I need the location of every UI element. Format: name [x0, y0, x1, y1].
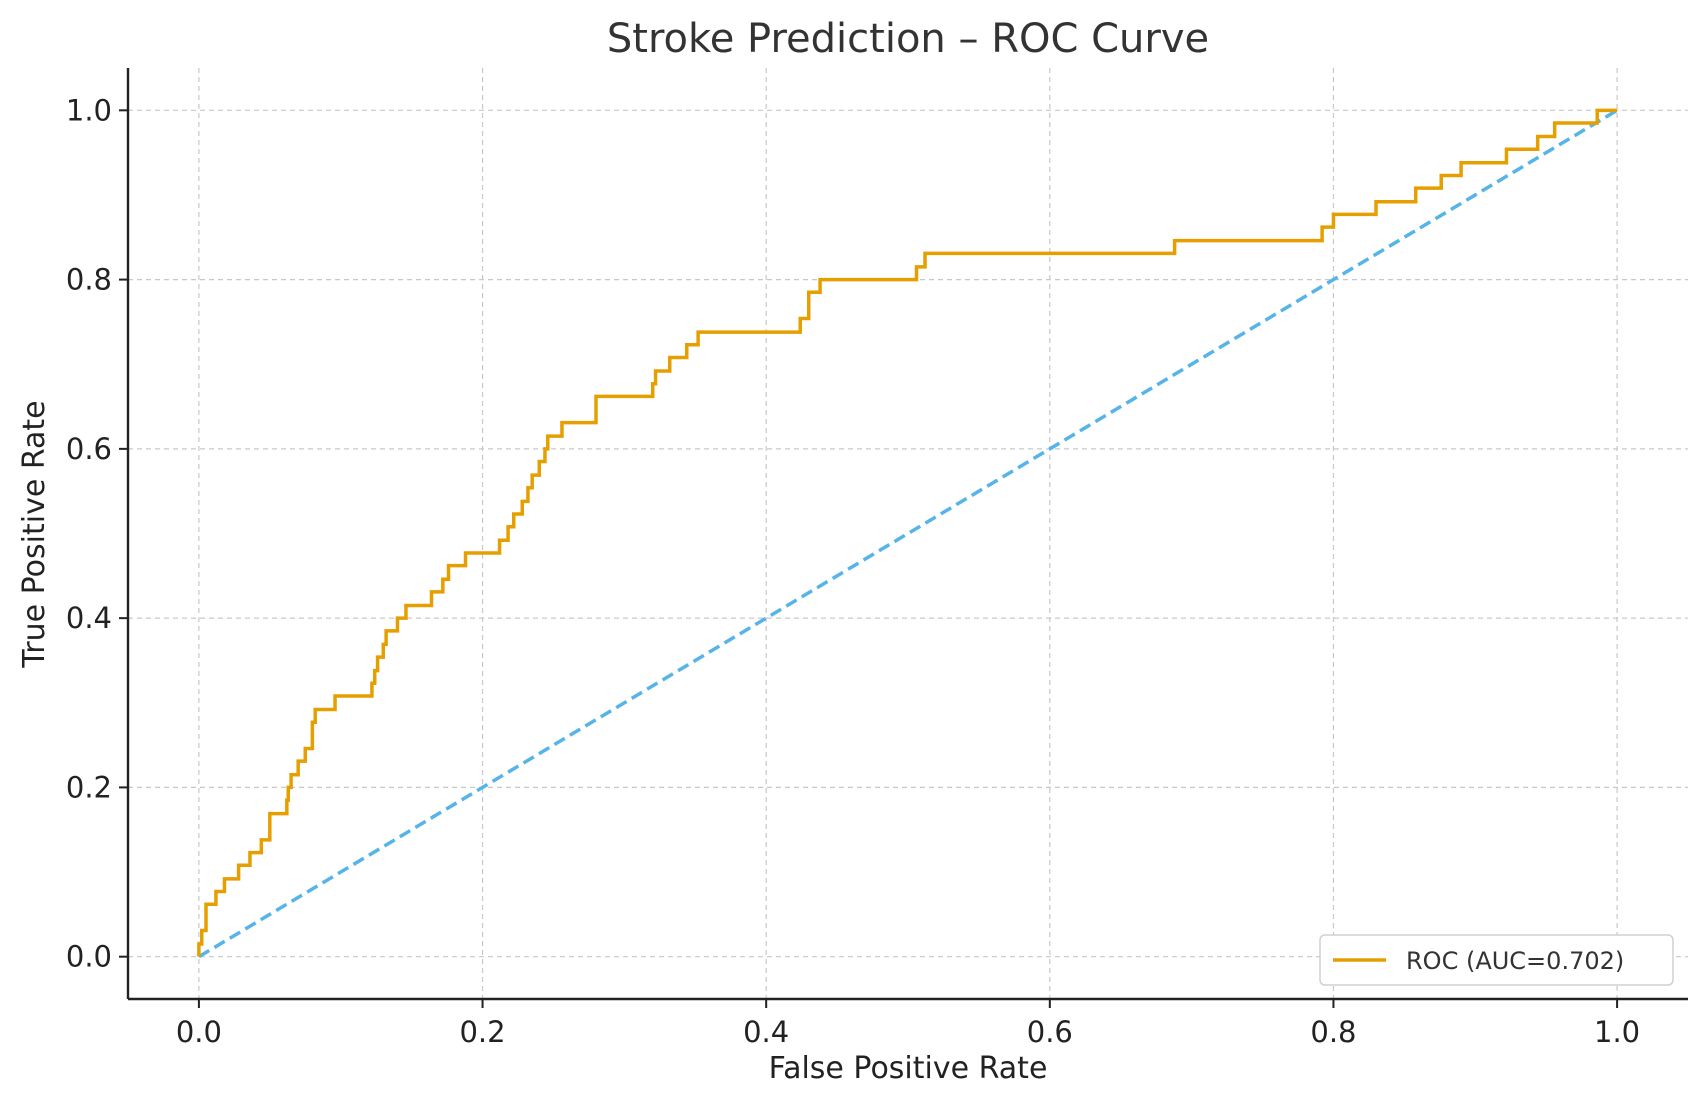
chart-title: Stroke Prediction – ROC Curve [607, 16, 1209, 62]
y-tick-label: 0.8 [66, 263, 112, 297]
legend-label-roc: ROC (AUC=0.702) [1406, 947, 1624, 975]
x-axis-label: False Positive Rate [769, 1051, 1048, 1086]
x-tick-label: 0.2 [459, 1015, 505, 1049]
legend-box [1319, 934, 1674, 986]
x-tick-label: 0.4 [743, 1015, 789, 1049]
y-tick-label: 0.4 [66, 601, 112, 635]
y-tick-label: 0.2 [66, 770, 112, 804]
y-tick-label: 1.0 [66, 93, 112, 127]
roc-curve-line [197, 108, 1618, 957]
y-tick-label: 0.6 [66, 432, 112, 466]
axes [126, 68, 1688, 1001]
x-tick-label: 0.6 [1027, 1015, 1073, 1049]
y-axis-label: True Positive Rate [17, 400, 52, 668]
chance-diagonal-line [198, 108, 1618, 959]
x-ticks: 0.0 0.2 0.4 0.6 0.8 1.0 [176, 999, 1640, 1049]
y-ticks: 0.0 0.2 0.4 0.6 0.8 1.0 [66, 93, 128, 974]
series-layer [197, 108, 1618, 959]
legend: ROC (AUC=0.702) [1319, 934, 1674, 986]
x-tick-label: 0.8 [1310, 1015, 1356, 1049]
x-tick-label: 1.0 [1594, 1015, 1640, 1049]
y-tick-label: 0.0 [66, 940, 112, 974]
x-tick-label: 0.0 [176, 1015, 222, 1049]
